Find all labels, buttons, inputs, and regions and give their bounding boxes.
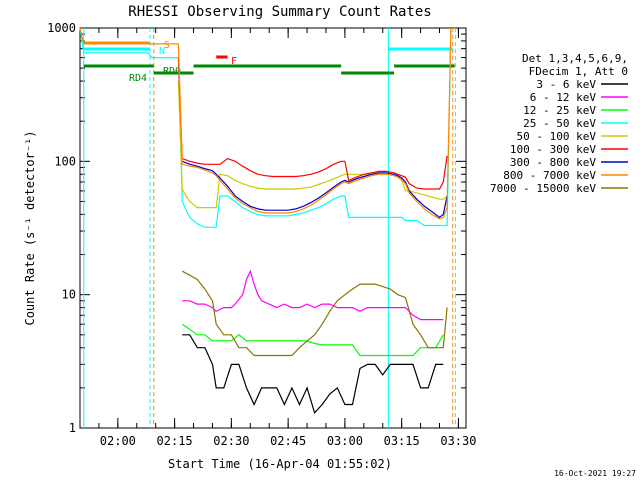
legend-label: 100 - 300 keV (510, 143, 596, 156)
flag-label-rd4: RD4 (129, 73, 147, 84)
x-tick-label: 02:30 (213, 434, 249, 448)
y-tick-label: 100 (54, 154, 76, 168)
series-line (182, 269, 444, 321)
flag-label-n: N (159, 46, 165, 57)
y-axis-label: Count Rate (s⁻¹ detector⁻¹) (23, 130, 37, 325)
legend-label: 12 - 25 keV (523, 104, 596, 117)
legend-label: 7000 - 15000 keV (490, 182, 596, 195)
legend-label: 25 - 50 keV (523, 117, 596, 130)
flag-label-rd0: RD0 (163, 66, 181, 77)
legend-label: 50 - 100 keV (517, 130, 597, 143)
legend-label: 6 - 12 keV (530, 91, 597, 104)
series-line (79, 27, 452, 220)
flag-label-s: S (164, 40, 170, 51)
x-tick-label: 03:15 (384, 434, 420, 448)
series-line (181, 160, 448, 219)
y-tick-label: 1 (69, 421, 76, 435)
timestamp-label: 16-Oct-2021 19:27 (554, 469, 636, 478)
plot-frame (79, 27, 467, 429)
chart-title: RHESSI Observing Summary Count Rates (128, 4, 431, 20)
legend-label: 300 - 800 keV (510, 156, 596, 169)
x-tick-label: 03:00 (327, 434, 363, 448)
x-tick-label: 03:30 (440, 434, 476, 448)
series-line (182, 334, 444, 414)
x-tick-label: 02:00 (100, 434, 136, 448)
series-line (79, 27, 452, 228)
x-tick-label: 02:45 (270, 434, 306, 448)
flag-label-f: F (231, 56, 237, 67)
x-axis-label: Start Time (16-Apr-04 01:55:02) (168, 457, 392, 471)
legend-label: 800 - 7000 keV (503, 169, 596, 182)
y-tick-label: 10 (62, 288, 76, 302)
series-line (177, 81, 448, 209)
legend-label: 3 - 6 keV (536, 78, 596, 91)
series-line (181, 270, 448, 357)
legend: Det 1,3,4,5,6,9,FDecim 1, Att 03 - 6 keV… (490, 52, 628, 195)
y-tick-label: 1000 (47, 21, 76, 35)
series-line (181, 323, 444, 357)
x-tick-label: 02:15 (157, 434, 193, 448)
legend-header: FDecim 1, Att 0 (529, 65, 628, 78)
legend-header: Det 1,3,4,5,6,9, (522, 52, 628, 65)
plot-area: 1 10 100 1000 02:00 02:15 02:30 02:45 03:00 03:15… (47, 21, 476, 448)
series-line (177, 57, 448, 190)
